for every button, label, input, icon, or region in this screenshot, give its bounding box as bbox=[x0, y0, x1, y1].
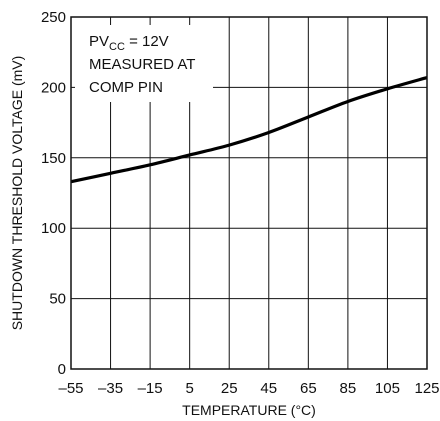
x-tick-label: 85 bbox=[340, 380, 357, 397]
annotation-value: = 12V bbox=[125, 33, 169, 50]
x-tick-label: 45 bbox=[260, 380, 277, 397]
x-tick-label: –15 bbox=[138, 380, 163, 397]
annotation-pv: PV bbox=[89, 33, 109, 50]
x-tick-label: –35 bbox=[98, 380, 123, 397]
x-axis-label: TEMPERATURE (°C) bbox=[182, 402, 316, 418]
x-tick-labels: –55 –35 –15 5 25 45 65 85 105 125 bbox=[58, 380, 439, 397]
y-tick-label: 0 bbox=[58, 361, 66, 378]
annotation-line-2: MEASURED AT bbox=[89, 56, 195, 73]
annotation-line-3: COMP PIN bbox=[89, 79, 163, 96]
x-tick-label: 125 bbox=[414, 380, 439, 397]
y-axis-label: SHUTDOWN THRESHOLD VOLTAGE (mV) bbox=[9, 56, 25, 331]
annotation-line-1: PVCC = 12V bbox=[89, 33, 169, 53]
x-tick-label: –55 bbox=[58, 380, 83, 397]
annotation-cc-subscript: CC bbox=[109, 41, 125, 53]
x-tick-label: 5 bbox=[185, 380, 193, 397]
x-tick-label: 65 bbox=[300, 380, 317, 397]
x-tick-label: 105 bbox=[375, 380, 400, 397]
y-tick-label: 150 bbox=[41, 150, 66, 167]
x-tick-label: 25 bbox=[221, 380, 238, 397]
plot-frame bbox=[70, 16, 428, 370]
annotation-box bbox=[75, 25, 213, 102]
series-line bbox=[70, 76, 428, 184]
y-tick-label: 200 bbox=[41, 79, 66, 96]
y-tick-label: 250 bbox=[41, 9, 66, 26]
y-tick-label: 100 bbox=[41, 220, 66, 237]
y-tick-labels: 0 50 100 150 200 250 bbox=[41, 9, 66, 378]
y-tick-label: 50 bbox=[49, 291, 66, 308]
series-line-group bbox=[70, 76, 428, 184]
